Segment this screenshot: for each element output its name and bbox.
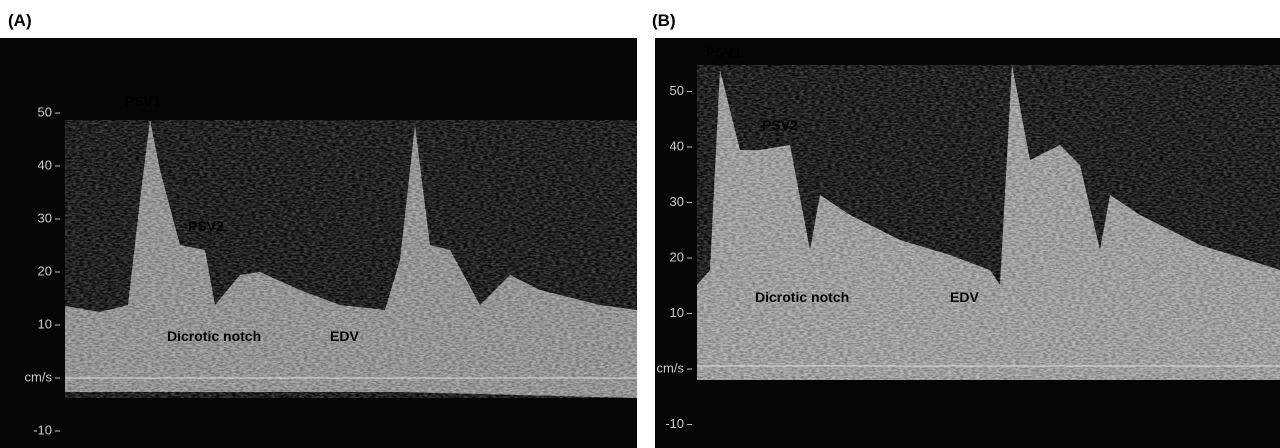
waveform-a [65, 120, 637, 398]
y-tick-label: 30 [670, 194, 684, 209]
y-tick-label: 10 [38, 316, 52, 331]
y-tick-label: -10 [33, 422, 52, 437]
annotation: EDV [330, 328, 359, 344]
y-tick-label: cm/s [25, 369, 53, 384]
annotation: EDV [950, 289, 979, 305]
annotation: PSV2 [188, 218, 224, 234]
y-tick-label: 10 [670, 305, 684, 320]
y-tick-label: 40 [670, 138, 684, 153]
y-tick-label: 30 [38, 210, 52, 225]
y-tick-label: 40 [38, 157, 52, 172]
y-tick-label: 20 [38, 263, 52, 278]
annotation: Dicrotic notch [167, 328, 261, 344]
annotation: PSV2 [762, 117, 798, 133]
y-tick-label: -10 [665, 416, 684, 431]
annotation: PSV1 [125, 93, 161, 109]
panel-label: (B) [652, 11, 676, 30]
y-tick-label: 50 [38, 104, 52, 119]
waveform-b [697, 65, 1280, 380]
panel-label: (A) [8, 11, 32, 30]
y-tick-label: 50 [670, 83, 684, 98]
y-tick-label: cm/s [657, 360, 685, 375]
annotation: Dicrotic notch [755, 289, 849, 305]
y-tick-label: 20 [670, 249, 684, 264]
annotation: PSV1 [706, 44, 742, 60]
